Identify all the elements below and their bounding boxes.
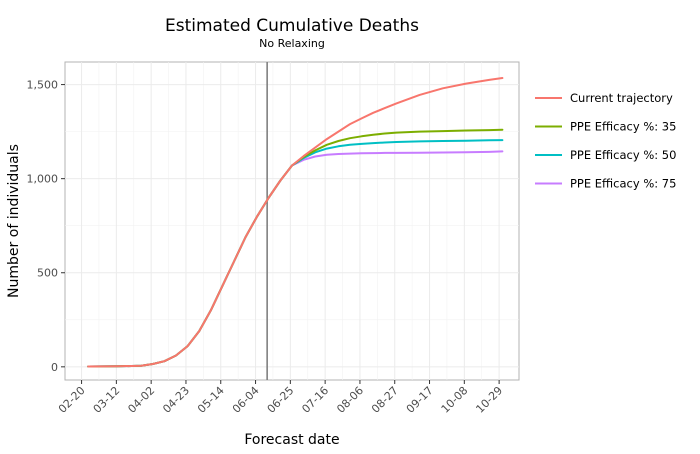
x-tick-label: 04-23 [160,384,192,416]
plot-panel [64,61,520,381]
y-tick-label: 500 [37,267,58,280]
x-tick-label: 03-12 [91,384,123,416]
y-axis-label: Number of individuals [6,144,22,298]
x-tick-label: 05-14 [195,384,227,416]
legend: Current trajectory PPE Efficacy %: 35 PPE … [535,91,676,191]
y-tick-label: 1,000 [27,173,59,186]
x-tick-label: 02-20 [56,384,88,416]
x-tick-label: 10-08 [439,384,471,416]
legend-label: PPE Efficacy %: 50 [570,148,676,162]
x-tick-label: 04-02 [125,384,157,416]
series-lines [87,77,504,368]
x-tick-label: 06-04 [230,384,262,416]
x-tick-label: 07-16 [299,384,331,416]
chart-title: Estimated Cumulative Deaths [165,16,419,36]
legend-label: PPE Efficacy %: 35 [570,120,676,134]
series-line-1 [87,77,504,368]
x-tick-label: 09-17 [404,384,436,416]
chart-subtitle: No Relaxing [259,37,325,50]
x-axis-label: Forecast date [244,432,339,448]
legend-label: PPE Efficacy %: 75 [570,177,676,191]
x-tick-label: 10-29 [473,384,505,416]
x-tick-label: 06-25 [265,384,297,416]
legend-label: Current trajectory [570,91,673,105]
y-tick-label: 0 [51,361,58,374]
x-tick-label: 08-06 [334,384,366,416]
x-tick-label: 08-27 [369,384,401,416]
grid-lines [65,62,519,380]
y-tick-label: 1,500 [27,79,59,92]
